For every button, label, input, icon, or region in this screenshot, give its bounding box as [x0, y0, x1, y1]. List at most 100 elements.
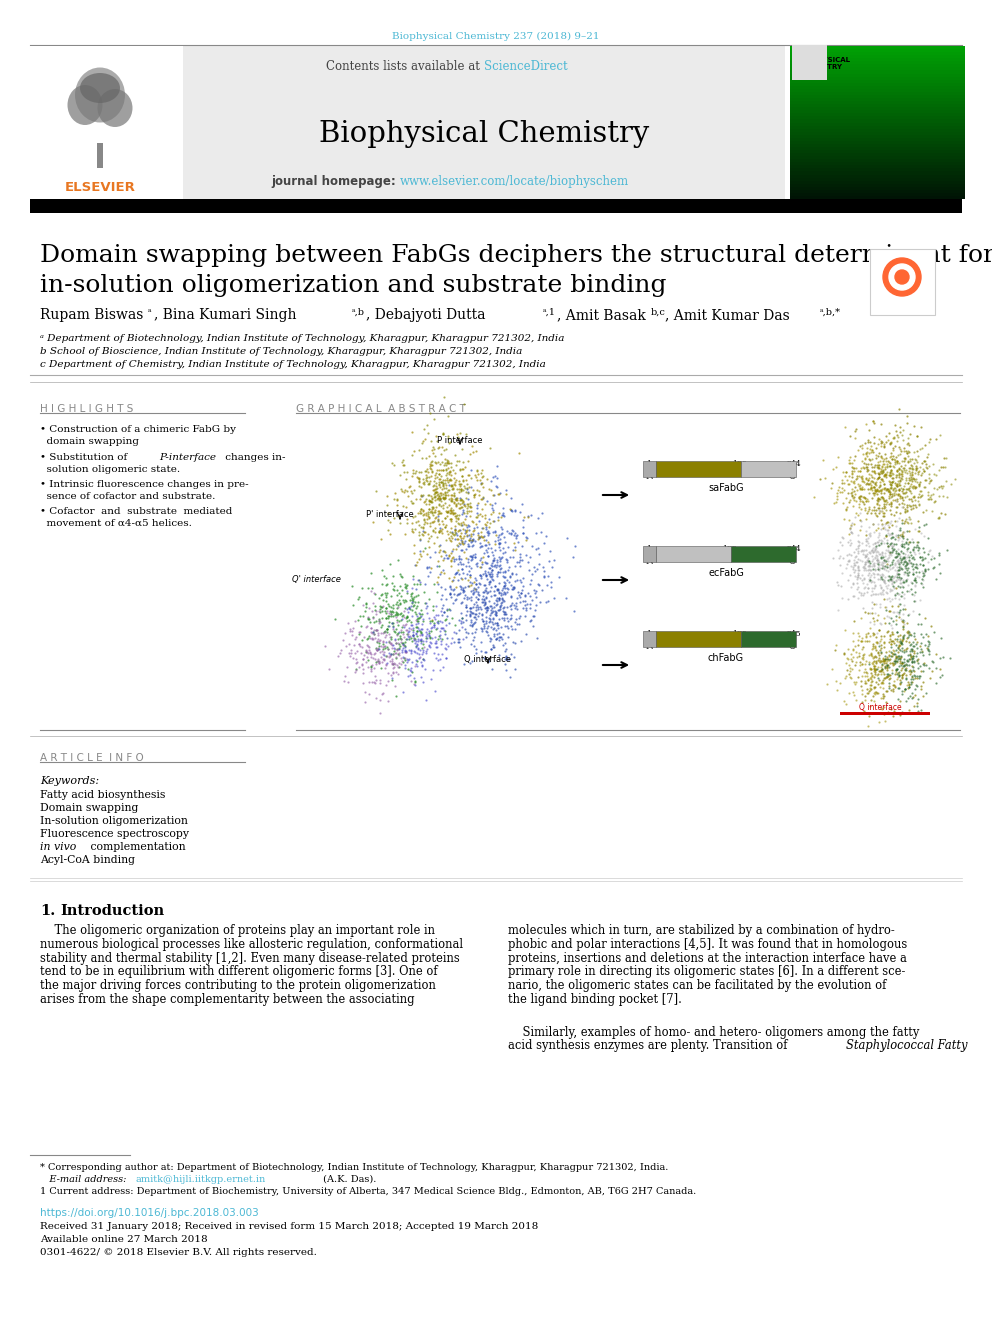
Text: * Corresponding author at: Department of Biotechnology, Indian Institute of Tech: * Corresponding author at: Department of…: [40, 1163, 669, 1172]
Text: Domain swapping: Domain swapping: [40, 803, 138, 814]
Bar: [790, 83, 965, 86]
Bar: [790, 89, 965, 91]
Text: arises from the shape complementarity between the associating: arises from the shape complementarity be…: [40, 994, 415, 1005]
Text: P-interface: P-interface: [159, 452, 216, 462]
Bar: [790, 153, 965, 156]
Bar: [790, 163, 965, 165]
Text: C: C: [789, 557, 796, 566]
Bar: [790, 52, 965, 56]
Bar: [790, 114, 965, 116]
Text: journal homepage:: journal homepage:: [271, 175, 400, 188]
Text: Similarly, examples of homo- and hetero- oligomers among the fatty: Similarly, examples of homo- and hetero-…: [508, 1025, 920, 1039]
Text: • Cofactor  and  substrate  mediated: • Cofactor and substrate mediated: [40, 507, 232, 516]
Text: nario, the oligomeric states can be facilitated by the evolution of: nario, the oligomeric states can be faci…: [508, 979, 887, 992]
Bar: [790, 116, 965, 119]
Bar: [643, 631, 656, 647]
Text: ELSEVIER: ELSEVIER: [64, 181, 136, 194]
Text: amitk@hijli.iitkgp.ernet.in: amitk@hijli.iitkgp.ernet.in: [135, 1175, 265, 1184]
Bar: [790, 91, 965, 95]
Text: , Amit Kumar Das: , Amit Kumar Das: [665, 308, 790, 321]
Bar: [790, 123, 965, 126]
Bar: [30, 46, 183, 198]
Text: numerous biological processes like allosteric regulation, conformational: numerous biological processes like allos…: [40, 938, 463, 951]
Bar: [790, 159, 965, 163]
Text: in-solution oligomerization and substrate binding: in-solution oligomerization and substrat…: [40, 274, 667, 296]
Text: changes in-: changes in-: [222, 452, 286, 462]
Circle shape: [889, 265, 915, 290]
Text: Q interface: Q interface: [464, 655, 512, 664]
Text: ᵃ,b: ᵃ,b: [352, 308, 365, 318]
Text: b,c: b,c: [651, 308, 666, 318]
Text: • Intrinsic fluorescence changes in pre-: • Intrinsic fluorescence changes in pre-: [40, 480, 249, 490]
Text: • Construction of a chimeric FabG by: • Construction of a chimeric FabG by: [40, 425, 236, 434]
Bar: [790, 101, 965, 105]
Text: updates: updates: [887, 307, 918, 316]
Text: Fatty acid biosynthesis: Fatty acid biosynthesis: [40, 790, 166, 800]
Text: primary role in directing its oligomeric states [6]. In a different sce-: primary role in directing its oligomeric…: [508, 966, 906, 979]
Bar: [790, 119, 965, 123]
Bar: [840, 712, 930, 714]
Text: 1: 1: [647, 630, 652, 638]
Text: N: N: [645, 557, 653, 566]
Text: ScienceDirect: ScienceDirect: [484, 60, 567, 73]
Text: Biophysical Chemistry: Biophysical Chemistry: [318, 120, 649, 148]
Text: C: C: [789, 642, 796, 651]
Text: 1.: 1.: [40, 904, 56, 918]
Bar: [790, 149, 965, 153]
Text: phobic and polar interactions [4,5]. It was found that in homologous: phobic and polar interactions [4,5]. It …: [508, 938, 908, 951]
Bar: [790, 86, 965, 89]
Text: chFabG: chFabG: [708, 654, 744, 663]
Text: Received 31 January 2018; Received in revised form 15 March 2018; Accepted 19 Ma: Received 31 January 2018; Received in re…: [40, 1222, 539, 1230]
Bar: [790, 77, 965, 79]
Text: ᵃ Department of Biotechnology, Indian Institute of Technology, Kharagpur, Kharag: ᵃ Department of Biotechnology, Indian In…: [40, 333, 564, 343]
Text: 1 Current address: Department of Biochemistry, University of Alberta, 347 Medica: 1 Current address: Department of Biochem…: [40, 1187, 696, 1196]
Text: domain swapping: domain swapping: [40, 437, 139, 446]
Text: Biophysical Chemistry 237 (2018) 9–21: Biophysical Chemistry 237 (2018) 9–21: [392, 32, 600, 41]
Text: P interface: P interface: [437, 437, 483, 445]
Bar: [790, 79, 965, 83]
Bar: [643, 460, 656, 478]
Text: • Substitution of: • Substitution of: [40, 452, 131, 462]
Text: N: N: [645, 472, 653, 482]
Text: ᵃ: ᵃ: [148, 308, 152, 318]
Bar: [790, 156, 965, 159]
Ellipse shape: [75, 67, 125, 123]
Text: movement of α4-α5 helices.: movement of α4-α5 helices.: [40, 519, 191, 528]
Bar: [643, 546, 656, 562]
Bar: [790, 147, 965, 149]
Text: Keywords:: Keywords:: [40, 777, 99, 786]
Text: c Department of Chemistry, Indian Institute of Technology, Kharagpur, Kharagpur : c Department of Chemistry, Indian Instit…: [40, 360, 546, 369]
Text: ᵃ,1: ᵃ,1: [543, 308, 556, 318]
Text: Q interface: Q interface: [859, 703, 902, 712]
Bar: [183, 46, 785, 198]
Text: 244: 244: [787, 460, 802, 468]
Text: stability and thermal stability [1,2]. Even many disease-related proteins: stability and thermal stability [1,2]. E…: [40, 951, 459, 964]
Text: sence of cofactor and substrate.: sence of cofactor and substrate.: [40, 492, 215, 501]
Text: www.elsevier.com/locate/biophyschem: www.elsevier.com/locate/biophyschem: [400, 175, 629, 188]
Bar: [790, 95, 965, 98]
Bar: [790, 172, 965, 175]
Text: , Amit Basak: , Amit Basak: [557, 308, 646, 321]
Text: Contents lists available at: Contents lists available at: [326, 60, 484, 73]
Bar: [790, 187, 965, 189]
Text: molecules which in turn, are stabilized by a combination of hydro-: molecules which in turn, are stabilized …: [508, 923, 895, 937]
Bar: [790, 65, 965, 67]
Bar: [790, 58, 965, 61]
Text: tend to be in equilibrium with different oligomeric forms [3]. One of: tend to be in equilibrium with different…: [40, 966, 437, 979]
Text: saFabG: saFabG: [708, 483, 744, 493]
Text: G R A P H I C A L  A B S T R A C T: G R A P H I C A L A B S T R A C T: [296, 404, 466, 414]
Text: b School of Bioscience, Indian Institute of Technology, Kharagpur, Kharagpur 721: b School of Bioscience, Indian Institute…: [40, 347, 522, 356]
Bar: [30, 198, 962, 213]
Text: ᵃ,b,*: ᵃ,b,*: [820, 308, 841, 318]
Bar: [790, 196, 965, 198]
Text: In-solution oligomerization: In-solution oligomerization: [40, 816, 187, 826]
Bar: [790, 175, 965, 177]
Text: P' interface: P' interface: [366, 509, 414, 519]
Text: E-mail address:: E-mail address:: [40, 1175, 130, 1184]
Bar: [790, 105, 965, 107]
Text: , Debajyoti Dutta: , Debajyoti Dutta: [366, 308, 485, 321]
Text: H I G H L I G H T S: H I G H L I G H T S: [40, 404, 133, 414]
Bar: [790, 184, 965, 187]
Bar: [792, 45, 827, 79]
Bar: [790, 46, 965, 198]
